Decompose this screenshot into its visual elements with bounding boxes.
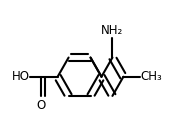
Text: NH₂: NH₂ <box>101 24 124 37</box>
Text: O: O <box>36 99 46 112</box>
Text: HO: HO <box>12 70 30 83</box>
Text: CH₃: CH₃ <box>141 70 162 83</box>
